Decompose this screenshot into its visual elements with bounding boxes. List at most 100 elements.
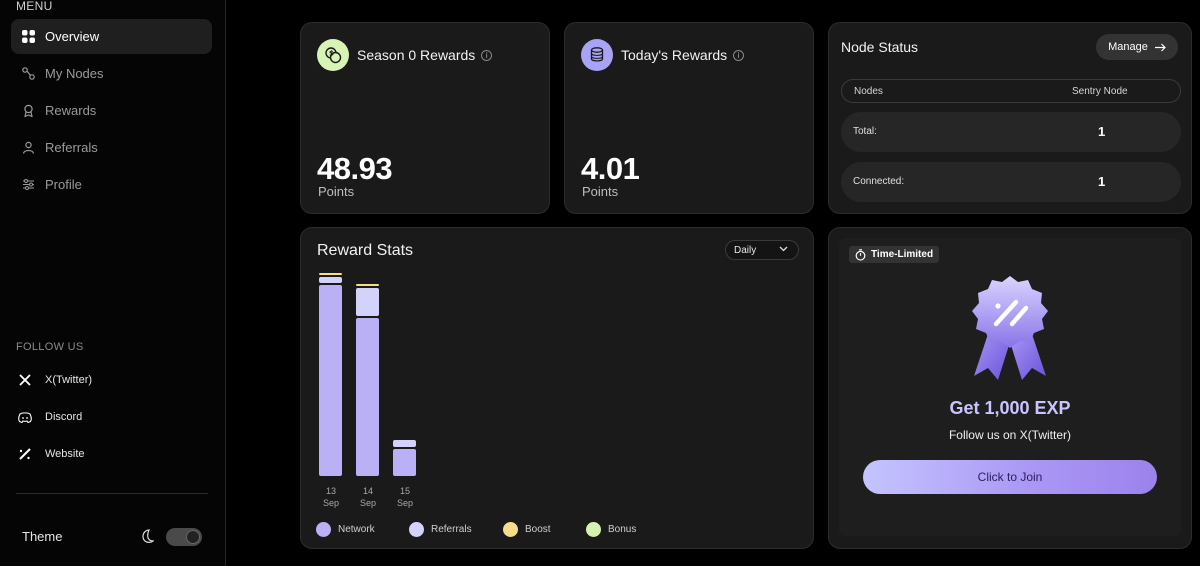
coins-icon: $ — [317, 39, 349, 71]
bar-referrals-13-sep[interactable] — [319, 277, 342, 283]
legend-bonus: Bonus — [586, 522, 636, 537]
promo-headline: Get 1,000 EXP — [949, 398, 1071, 418]
x-icon — [16, 371, 34, 389]
manage-label: Manage — [1108, 41, 1148, 53]
time-limited-tag: Time-Limited — [849, 246, 940, 263]
x-tick-label: 15 Sep — [393, 485, 417, 509]
legend-label: Bonus — [608, 524, 637, 535]
sidebar-item-overview[interactable]: Overview — [11, 19, 212, 54]
legend-label: Referrals — [431, 524, 472, 535]
sidebar-nav: Overview My Nodes Rewards Referrals Prof… — [11, 19, 212, 204]
period-value: Daily — [734, 244, 757, 256]
node-table-header: Nodes Sentry Node — [841, 79, 1181, 103]
info-icon[interactable]: i — [733, 49, 745, 61]
badge-medal-icon — [972, 276, 1048, 380]
today-rewards-unit: Points — [582, 184, 619, 199]
svg-text:$: $ — [329, 50, 334, 58]
period-dropdown[interactable]: Daily — [725, 240, 799, 260]
nodes-icon — [21, 67, 35, 81]
promo-subtext: Follow us on X(Twitter) — [948, 428, 1072, 442]
social-link-website[interactable]: Website — [16, 445, 206, 463]
stopwatch-icon — [855, 248, 866, 261]
join-button-label: Click to Join — [977, 470, 1043, 484]
legend-swatch — [586, 522, 601, 537]
season-rewards-card: $ Season 0 Rewards i 48.93 Points — [300, 22, 550, 214]
bar-network-15-sep[interactable] — [393, 449, 416, 476]
reward-stats-title: Reward Stats — [317, 242, 414, 259]
promo-card: Time-Limited Get 1,000 EXP Follow us on … — [828, 227, 1192, 549]
row-label: Connected: — [853, 176, 905, 187]
info-icon[interactable]: i — [481, 49, 493, 61]
social-label: Website — [45, 448, 85, 460]
sidebar-item-rewards[interactable]: Rewards — [11, 93, 212, 128]
legend-referrals: Referrals — [409, 522, 472, 537]
legend-network: Network — [316, 522, 375, 537]
bar-boost-14-sep[interactable] — [356, 283, 379, 286]
theme-label: Theme — [22, 529, 63, 544]
card-title: Season 0 Rewards i — [357, 47, 493, 63]
sidebar-divider — [16, 493, 208, 494]
legend-swatch — [409, 522, 424, 537]
season-rewards-value: 48.93 — [317, 151, 393, 186]
chevron-down-icon — [779, 246, 788, 252]
grid-icon — [21, 30, 35, 44]
row-value: 1 — [1098, 174, 1106, 189]
reward-stats-card: Reward Stats Daily 13 Sep 14 Sep 15 Sep Netwo… — [300, 227, 814, 549]
row-value: 1 — [1098, 124, 1106, 139]
tag-label: Time-Limited — [871, 249, 934, 260]
today-rewards-card: Today's Rewards i 4.01 Points — [564, 22, 814, 214]
click-to-join-button[interactable]: Click to Join — [863, 460, 1157, 494]
card-title: Today's Rewards i — [621, 47, 745, 63]
sidebar-item-profile[interactable]: Profile — [11, 167, 212, 202]
column-header-node-type: Sentry Node — [1072, 86, 1128, 97]
x-tick-line: 14 — [362, 486, 373, 496]
legend-boost: Boost — [503, 522, 551, 537]
social-label: X(Twitter) — [45, 374, 93, 386]
row-label: Total: — [853, 126, 877, 137]
bar-network-13-sep[interactable] — [319, 284, 342, 476]
toggle-knob — [186, 530, 200, 544]
sidebar-item-referrals[interactable]: Referrals — [11, 130, 212, 165]
coin-stack-icon — [581, 39, 613, 71]
moon-icon — [140, 529, 155, 549]
users-icon — [21, 141, 35, 155]
manage-button[interactable]: Manage — [1096, 34, 1178, 60]
x-tick-label: 13 Sep — [319, 485, 343, 509]
sidebar-item-label: Overview — [45, 29, 100, 44]
sidebar-item-label: My Nodes — [45, 66, 104, 81]
bar-boost-13-sep[interactable] — [319, 273, 342, 276]
sidebar-item-label: Profile — [45, 177, 82, 192]
legend-label: Network — [338, 524, 375, 535]
bar-network-14-sep[interactable] — [356, 317, 379, 476]
x-tick-line: 13 — [325, 486, 336, 496]
x-tick-line: Sep — [322, 498, 339, 508]
sidebar-item-label: Rewards — [45, 103, 97, 118]
sidebar: MENU Overview My Nodes Rewards Referrals — [0, 0, 226, 566]
x-tick-line: 15 — [399, 486, 410, 496]
x-tick-label: 14 Sep — [356, 485, 380, 509]
legend-swatch — [503, 522, 518, 537]
season-rewards-title: Season 0 Rewards — [357, 47, 476, 63]
social-link-discord[interactable]: Discord — [16, 408, 206, 426]
sidebar-item-my-nodes[interactable]: My Nodes — [11, 56, 212, 91]
website-icon — [16, 445, 34, 463]
sidebar-item-label: Referrals — [45, 140, 98, 155]
x-tick-line: Sep — [396, 498, 413, 508]
today-rewards-value: 4.01 — [581, 151, 640, 186]
legend-swatch — [316, 522, 331, 537]
column-header-nodes: Nodes — [854, 86, 883, 97]
table-row: Total: 1 — [841, 112, 1181, 152]
sliders-icon — [21, 178, 35, 192]
table-row: Connected: 1 — [841, 162, 1181, 202]
menu-label: MENU — [16, 0, 53, 13]
bar-referrals-15-sep[interactable] — [393, 439, 416, 448]
legend-label: Boost — [525, 524, 551, 535]
award-icon — [21, 104, 35, 118]
arrow-right-icon — [1154, 43, 1166, 51]
bar-referrals-14-sep[interactable] — [356, 287, 379, 316]
node-status-title: Node Status — [841, 39, 919, 55]
social-link-twitter[interactable]: X(Twitter) — [16, 371, 206, 389]
theme-toggle[interactable] — [166, 528, 202, 546]
follow-us-label: FOLLOW US — [16, 341, 84, 353]
social-label: Discord — [45, 411, 83, 423]
